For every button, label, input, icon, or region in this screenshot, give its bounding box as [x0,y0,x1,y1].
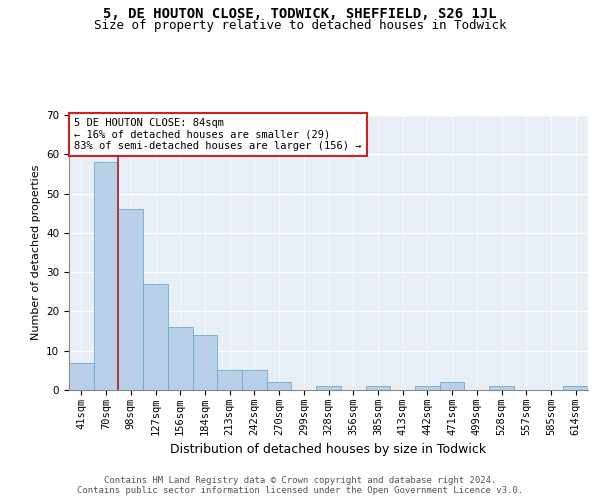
Bar [267,382,292,390]
X-axis label: Distribution of detached houses by size in Todwick: Distribution of detached houses by size … [170,444,487,456]
Bar [242,370,267,390]
Bar [415,386,440,390]
Y-axis label: Number of detached properties: Number of detached properties [31,165,41,340]
Bar [193,335,217,390]
Bar [365,386,390,390]
Bar [69,362,94,390]
Bar [489,386,514,390]
Bar [316,386,341,390]
Text: Size of property relative to detached houses in Todwick: Size of property relative to detached ho… [94,19,506,32]
Bar [217,370,242,390]
Bar [143,284,168,390]
Bar [118,210,143,390]
Bar [94,162,118,390]
Bar [563,386,588,390]
Text: 5 DE HOUTON CLOSE: 84sqm
← 16% of detached houses are smaller (29)
83% of semi-d: 5 DE HOUTON CLOSE: 84sqm ← 16% of detach… [74,118,362,151]
Bar [168,327,193,390]
Text: Contains HM Land Registry data © Crown copyright and database right 2024.
Contai: Contains HM Land Registry data © Crown c… [77,476,523,495]
Bar [440,382,464,390]
Text: 5, DE HOUTON CLOSE, TODWICK, SHEFFIELD, S26 1JL: 5, DE HOUTON CLOSE, TODWICK, SHEFFIELD, … [103,8,497,22]
